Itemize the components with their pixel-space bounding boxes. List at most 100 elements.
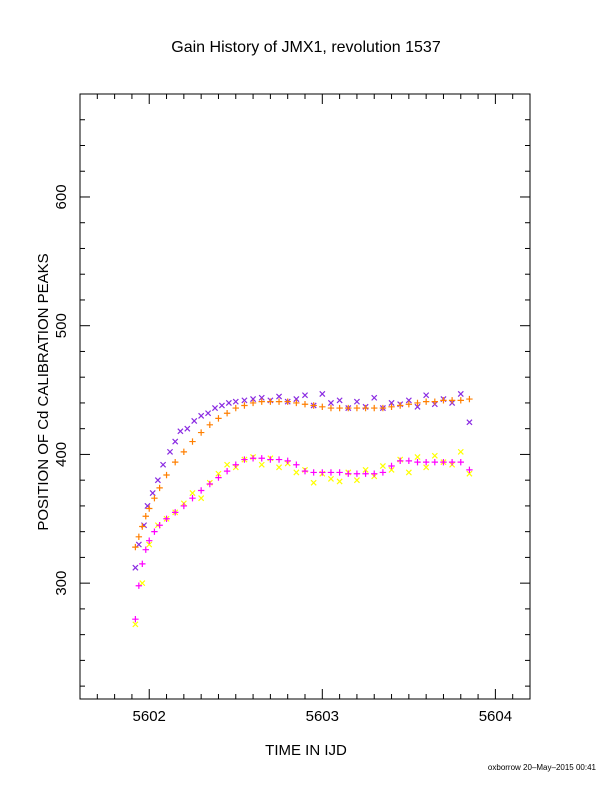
data-point	[146, 537, 153, 544]
data-point	[457, 448, 464, 455]
data-point	[301, 467, 309, 475]
data-point	[293, 399, 300, 407]
data-point	[371, 470, 378, 477]
x-tick-label: 5602	[133, 708, 166, 725]
data-point	[422, 458, 430, 466]
data-point	[177, 428, 184, 435]
data-point	[206, 480, 214, 488]
data-point	[135, 582, 143, 589]
data-point	[396, 402, 404, 409]
data-point	[232, 461, 239, 468]
data-point	[327, 475, 334, 482]
data-point	[405, 469, 412, 476]
data-point	[431, 398, 439, 405]
data-point	[319, 403, 326, 410]
data-point	[448, 458, 456, 466]
data-point	[379, 404, 387, 412]
y-tick-label: 500	[53, 313, 70, 338]
data-point	[197, 487, 205, 494]
data-point	[336, 404, 343, 412]
data-point	[198, 412, 205, 419]
data-point	[249, 399, 257, 407]
data-point	[371, 404, 378, 412]
data-point	[276, 393, 283, 400]
data-point	[457, 390, 464, 397]
data-point	[232, 404, 239, 412]
data-point	[132, 621, 139, 628]
data-point	[379, 469, 387, 476]
data-point	[224, 461, 231, 468]
data-point	[414, 458, 421, 466]
data-point	[353, 470, 361, 477]
series-2	[132, 448, 473, 628]
data-point	[215, 470, 222, 477]
data-point	[132, 543, 139, 551]
data-point	[139, 580, 146, 587]
data-point	[327, 469, 335, 476]
data-point	[180, 448, 188, 456]
data-point	[135, 533, 143, 541]
data-point	[431, 458, 439, 466]
data-point	[184, 425, 191, 432]
data-point	[422, 398, 430, 405]
chart-title: Gain History of JMX1, revolution 1537	[171, 39, 441, 56]
data-point	[275, 456, 283, 463]
data-point	[448, 397, 456, 404]
data-point	[301, 392, 309, 399]
data-point	[156, 522, 163, 529]
data-point	[211, 405, 219, 412]
data-point	[284, 457, 291, 465]
data-point	[284, 398, 291, 405]
data-point	[189, 494, 196, 502]
data-point	[160, 461, 167, 468]
data-point	[345, 404, 352, 412]
data-point	[457, 397, 464, 404]
data-point	[327, 404, 335, 412]
series-4	[132, 395, 473, 551]
y-tick-label: 600	[53, 184, 70, 209]
series-3	[132, 455, 473, 623]
y-tick-label: 300	[53, 571, 70, 596]
data-point	[466, 466, 473, 474]
data-point	[166, 448, 174, 455]
data-point	[189, 438, 196, 445]
data-point	[172, 438, 179, 445]
tick-labels: 5602 5603 5604 300 400 500 600	[53, 184, 512, 725]
data-point	[301, 401, 309, 408]
data-point	[319, 390, 326, 397]
data-point	[149, 490, 156, 497]
data-point	[205, 410, 212, 417]
data-point	[310, 469, 317, 476]
data-point	[388, 466, 395, 473]
data-point	[440, 397, 447, 404]
data-point	[396, 457, 404, 465]
data-point	[353, 398, 360, 405]
data-point	[379, 462, 386, 470]
data-point	[319, 469, 326, 476]
data-point	[197, 429, 205, 436]
data-point	[189, 490, 196, 497]
data-point	[180, 502, 188, 510]
data-point	[371, 394, 378, 401]
data-point	[223, 410, 231, 417]
data-point	[466, 419, 473, 426]
data-point	[431, 452, 438, 459]
data-point	[249, 455, 257, 462]
data-point	[388, 403, 395, 410]
data-point	[132, 615, 139, 623]
data-point	[362, 404, 369, 412]
data-point	[218, 402, 225, 409]
data-point	[163, 471, 170, 479]
data-point	[258, 461, 265, 468]
data-point	[156, 484, 163, 492]
data-point	[457, 458, 464, 466]
data-point	[191, 417, 198, 424]
data-point	[440, 458, 447, 466]
data-point	[466, 395, 473, 403]
data-point	[198, 495, 205, 502]
data-point	[310, 479, 317, 486]
data-point	[142, 546, 149, 553]
data-point	[146, 541, 153, 548]
data-point	[139, 560, 146, 568]
data-point	[267, 398, 274, 405]
